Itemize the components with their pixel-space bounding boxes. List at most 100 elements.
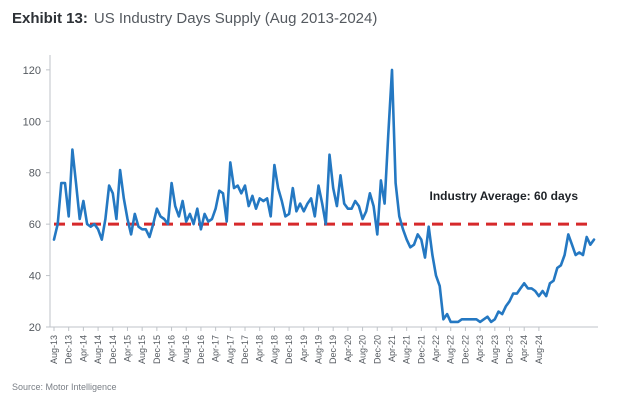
data-point <box>86 223 88 225</box>
data-point <box>387 133 389 135</box>
data-point <box>233 187 235 189</box>
data-point <box>541 290 543 292</box>
data-point <box>442 318 444 320</box>
x-tick-label: Dec-14 <box>108 335 118 364</box>
data-point <box>321 202 323 204</box>
x-tick-label: Apr-18 <box>255 335 265 362</box>
data-point <box>394 182 396 184</box>
x-tick-label: Apr-21 <box>387 335 397 362</box>
data-point <box>578 251 580 253</box>
data-point <box>545 295 547 297</box>
data-point <box>167 223 169 225</box>
data-point <box>97 228 99 230</box>
source-note: Source: Motor Intelligence <box>12 382 117 392</box>
data-point <box>126 218 128 220</box>
data-point <box>288 213 290 215</box>
y-tick-label: 120 <box>23 65 41 77</box>
data-point <box>589 244 591 246</box>
data-point <box>159 215 161 217</box>
data-point <box>281 200 283 202</box>
data-point <box>123 197 125 199</box>
data-point <box>585 236 587 238</box>
data-point <box>108 184 110 186</box>
data-point <box>295 210 297 212</box>
data-point <box>530 287 532 289</box>
data-point <box>343 202 345 204</box>
data-point <box>516 292 518 294</box>
data-point <box>431 254 433 256</box>
data-point <box>134 213 136 215</box>
x-tick-label: Aug-23 <box>490 335 500 364</box>
x-tick-label: Dec-20 <box>372 335 382 364</box>
data-point <box>259 197 261 199</box>
data-point <box>402 228 404 230</box>
y-tick-label: 60 <box>29 219 41 231</box>
data-point <box>372 205 374 207</box>
x-tick-label: Aug-24 <box>534 335 544 364</box>
data-point <box>130 233 132 235</box>
data-point <box>461 318 463 320</box>
data-point <box>361 218 363 220</box>
data-point <box>222 192 224 194</box>
data-point <box>560 264 562 266</box>
data-point <box>593 238 595 240</box>
data-point <box>435 274 437 276</box>
data-point <box>494 318 496 320</box>
x-tick-label: Dec-15 <box>152 335 162 364</box>
data-point <box>380 179 382 181</box>
x-tick-label: Aug-20 <box>358 335 368 364</box>
data-point <box>75 182 77 184</box>
data-point <box>427 226 429 228</box>
data-point <box>181 200 183 202</box>
data-point <box>512 292 514 294</box>
exhibit-title: US Industry Days Supply (Aug 2013-2024) <box>93 10 378 27</box>
data-point <box>306 202 308 204</box>
data-point <box>270 215 272 217</box>
data-point <box>519 287 521 289</box>
data-point <box>189 213 191 215</box>
data-point <box>229 161 231 163</box>
x-tick-label: Aug-19 <box>313 335 323 364</box>
x-tick-label: Apr-20 <box>343 335 353 362</box>
y-tick-label: 100 <box>23 116 41 128</box>
data-point <box>236 184 238 186</box>
data-point <box>420 238 422 240</box>
x-tick-label: Apr-15 <box>122 335 132 362</box>
x-tick-label: Apr-22 <box>431 335 441 362</box>
y-tick-label: 80 <box>29 168 41 180</box>
x-tick-label: Dec-21 <box>416 335 426 364</box>
data-point <box>350 208 352 210</box>
data-point <box>225 220 227 222</box>
data-point <box>490 321 492 323</box>
data-point <box>571 244 573 246</box>
data-point <box>405 238 407 240</box>
data-point <box>354 200 356 202</box>
data-point <box>556 267 558 269</box>
data-point <box>464 318 466 320</box>
data-point <box>214 208 216 210</box>
data-point <box>266 197 268 199</box>
data-point <box>303 210 305 212</box>
data-point <box>424 256 426 258</box>
x-tick-label: Apr-14 <box>78 335 88 362</box>
data-point <box>549 282 551 284</box>
data-point <box>358 205 360 207</box>
industry-average-label: Industry Average: 60 days <box>429 189 578 203</box>
data-point <box>398 215 400 217</box>
chart-title: Exhibit 13: US Industry Days Supply (Aug … <box>12 10 377 27</box>
data-point <box>475 318 477 320</box>
x-tick-label: Apr-23 <box>475 335 485 362</box>
data-point <box>145 228 147 230</box>
data-point <box>174 205 176 207</box>
x-tick-label: Apr-19 <box>299 335 309 362</box>
data-point <box>325 223 327 225</box>
data-point <box>446 313 448 315</box>
data-point <box>299 202 301 204</box>
data-point <box>468 318 470 320</box>
data-point <box>582 254 584 256</box>
x-tick-label: Apr-24 <box>519 335 529 362</box>
data-point <box>262 200 264 202</box>
data-point <box>163 218 165 220</box>
data-point <box>328 154 330 156</box>
data-point <box>538 295 540 297</box>
